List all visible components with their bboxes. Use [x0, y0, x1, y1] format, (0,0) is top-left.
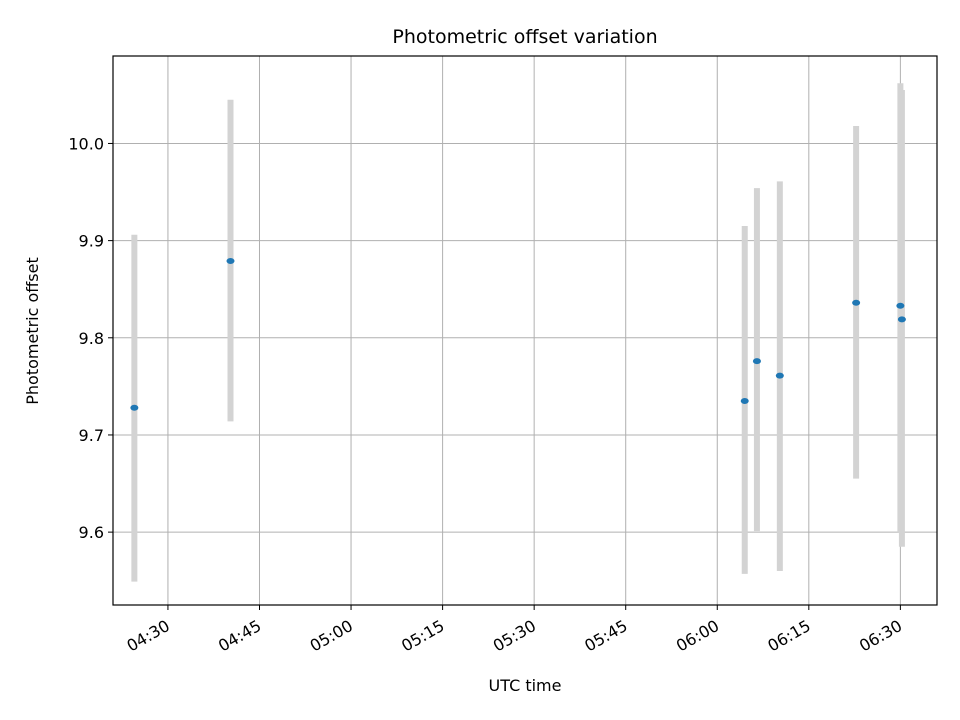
data-point — [775, 372, 784, 379]
y-tick-label: 10.0 — [68, 134, 104, 153]
y-tick-label: 9.6 — [79, 523, 104, 542]
grid — [113, 56, 937, 605]
plot-area-frame — [112, 55, 938, 606]
data-point — [130, 404, 139, 411]
data-point — [740, 397, 749, 404]
y-axis-ticks: 9.6 9.7 9.8 9.9 10.0 — [68, 134, 113, 542]
data-point — [896, 302, 905, 309]
data-points — [130, 258, 906, 411]
y-tick-label: 9.9 — [79, 232, 104, 251]
x-axis-label: UTC time — [489, 676, 562, 695]
data-point — [752, 358, 761, 365]
y-tick-label: 9.7 — [79, 426, 104, 445]
y-tick-label: 9.8 — [79, 329, 104, 348]
data-point — [852, 299, 861, 306]
data-point — [226, 258, 235, 265]
data-point — [897, 316, 906, 323]
y-axis-label: Photometric offset — [23, 257, 42, 405]
chart-title: Photometric offset variation — [392, 26, 657, 48]
